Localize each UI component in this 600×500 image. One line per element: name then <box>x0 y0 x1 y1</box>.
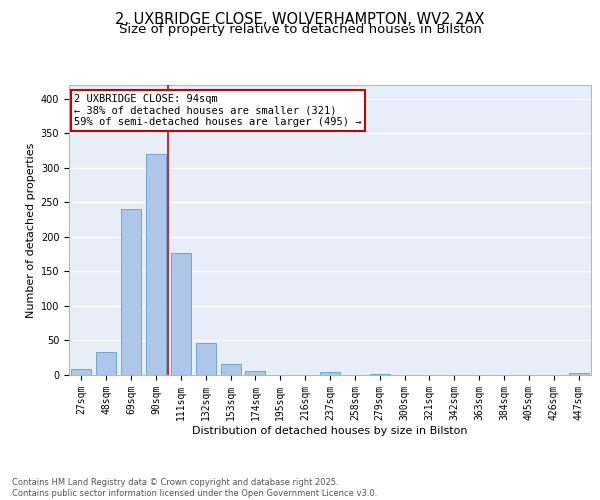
Bar <box>245 371 265 375</box>
Bar <box>320 372 340 375</box>
Bar <box>370 374 389 375</box>
Bar <box>121 210 141 375</box>
Bar <box>569 373 589 375</box>
Y-axis label: Number of detached properties: Number of detached properties <box>26 142 37 318</box>
Bar <box>171 253 191 375</box>
Bar <box>97 352 116 375</box>
Bar <box>221 364 241 375</box>
Bar <box>196 343 215 375</box>
Bar <box>146 154 166 375</box>
Text: Contains HM Land Registry data © Crown copyright and database right 2025.
Contai: Contains HM Land Registry data © Crown c… <box>12 478 377 498</box>
Bar <box>71 370 91 375</box>
Text: 2 UXBRIDGE CLOSE: 94sqm
← 38% of detached houses are smaller (321)
59% of semi-d: 2 UXBRIDGE CLOSE: 94sqm ← 38% of detache… <box>74 94 362 127</box>
Text: Size of property relative to detached houses in Bilston: Size of property relative to detached ho… <box>119 22 481 36</box>
X-axis label: Distribution of detached houses by size in Bilston: Distribution of detached houses by size … <box>192 426 468 436</box>
Text: 2, UXBRIDGE CLOSE, WOLVERHAMPTON, WV2 2AX: 2, UXBRIDGE CLOSE, WOLVERHAMPTON, WV2 2A… <box>115 12 485 28</box>
